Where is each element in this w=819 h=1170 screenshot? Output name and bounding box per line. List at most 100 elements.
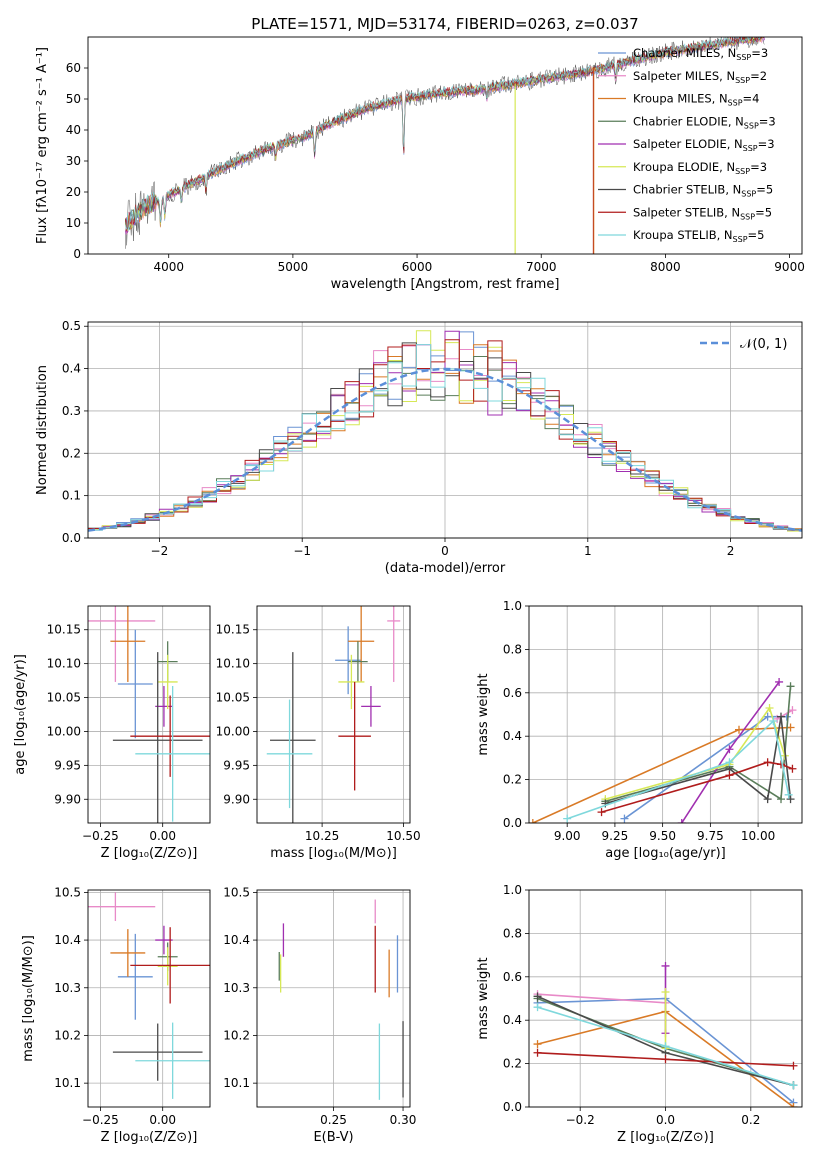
ticks: 0.25 0.30 10.1 10.2 10.3 10.4 10.5 (223, 885, 416, 1127)
weight-marker (775, 677, 784, 686)
weight-marker (786, 682, 795, 691)
legend-entry-subscript: SSP (736, 53, 751, 62)
ticks: −2 −1 0 1 2 0.0 0.1 0.2 0.3 0.4 0.5 (62, 319, 735, 558)
x-tick-label: 0.00 (149, 1113, 176, 1127)
data-point (130, 927, 210, 1004)
error-bars (88, 892, 210, 1099)
model-spectrum-line (125, 37, 763, 231)
x-tick-label: 0.00 (149, 829, 176, 843)
weight-marker (725, 745, 734, 754)
x-tick-label: 5000 (278, 260, 309, 274)
weight-series-line (776, 709, 793, 720)
x-tick-label: 2 (727, 544, 735, 558)
y-tick-label: 0.2 (503, 773, 522, 787)
legend-entry-count: =5 (748, 228, 765, 242)
histogram-series (88, 356, 802, 538)
y-tick-label: 0.6 (503, 970, 522, 984)
y-tick-label: 0 (73, 247, 81, 261)
weight-marker (769, 717, 778, 726)
weight-marker (786, 795, 795, 804)
y-tick-label: 0.2 (62, 446, 81, 460)
y-tick-label: 60 (66, 61, 81, 75)
x-tick-label: 9.00 (554, 829, 581, 843)
y-tick-label: 10 (66, 216, 81, 230)
y-tick-label: 9.95 (223, 758, 250, 772)
x-tick-label: 0.2 (741, 1113, 760, 1127)
y-tick-label: 1.0 (503, 599, 522, 613)
weight-series-line (605, 706, 786, 800)
x-tick-label: 9.75 (697, 829, 724, 843)
model-spectrum-line (125, 37, 762, 230)
legend-entry-count: =2 (750, 69, 767, 83)
mass-vs-metallicity-panel: −0.25 0.00 10.1 10.2 10.3 10.4 10.5 Z [log₁₀(Z/… (21, 885, 211, 1145)
figure-title: PLATE=1571, MJD=53174, FIBERID=0263, z=0… (251, 15, 638, 33)
y-tick-label: 10.5 (54, 885, 81, 899)
ticks: −0.25 0.00 10.1 10.2 10.3 10.4 10.5 (54, 885, 176, 1127)
massweight-vs-age-panel: 9.00 9.25 9.50 9.75 10.00 0.0 0.2 0.4 0.6 0.8 1.0 a… (476, 599, 803, 861)
y-tick-label: 10.00 (216, 724, 250, 738)
legend-entry-count: =3 (751, 46, 768, 60)
legend-entry-count: =5 (755, 205, 772, 219)
y-tick-label: 0.4 (62, 362, 81, 376)
legend-entry-count: =4 (743, 92, 760, 106)
weight-marker (777, 795, 785, 804)
y-axis-label: mass [log₁₀(M/M⊙)] (21, 935, 36, 1062)
grid (88, 606, 210, 823)
legend-entry-subscript: SSP (741, 190, 756, 199)
x-tick-label: 8000 (650, 260, 681, 274)
legend-entry-subscript: SSP (728, 99, 743, 108)
weight-marker (788, 764, 797, 773)
x-axis-label: wavelength [Angstrom, rest frame] (331, 277, 560, 292)
mass-vs-ebv-panel: 0.25 0.30 10.1 10.2 10.3 10.4 10.5 E(B-V) (223, 885, 416, 1145)
axes-frame (256, 889, 411, 1108)
axes-frame (528, 605, 803, 824)
data-point (135, 1022, 210, 1099)
spectrum-lines (125, 37, 765, 254)
weight-marker (763, 795, 772, 804)
weight-marker (725, 771, 734, 780)
ticks: 10.25 10.50 9.90 9.95 10.00 10.05 10.10 10.15 (216, 623, 421, 843)
y-tick-label: 40 (66, 123, 81, 137)
y-tick-label: 10.3 (223, 981, 250, 995)
x-tick-label: 0 (441, 544, 449, 558)
weight-lines (533, 961, 798, 1107)
x-tick-label: −1 (293, 544, 311, 558)
y-tick-label: 0.8 (503, 926, 522, 940)
data-point (88, 606, 156, 682)
grid (257, 606, 410, 823)
x-tick-label: 4000 (153, 260, 184, 274)
histograms (88, 330, 802, 538)
y-tick-label: 0.8 (503, 642, 522, 656)
weight-marker (661, 1055, 670, 1064)
x-axis-label: mass [log₁₀(M/M⊙)] (270, 846, 397, 861)
model-spectrum-line (125, 37, 764, 231)
data-point (112, 1023, 203, 1081)
x-axis-label: age [log₁₀(age/yr)] (605, 846, 726, 861)
legend-entry-label: Kroupa ELODIE, N (633, 160, 735, 174)
x-axis-label: Z [log₁₀(Z/Z⊙)] (101, 1130, 198, 1145)
weight-marker (789, 1061, 798, 1070)
legend-entry-label: Kroupa MILES, N (633, 92, 728, 106)
weight-marker (725, 758, 734, 767)
legend-entry-subscript: SSP (740, 212, 755, 221)
x-tick-label: −0.25 (82, 1113, 119, 1127)
weight-marker (597, 808, 606, 817)
data-point (361, 686, 381, 727)
legend-entry-label: Salpeter MILES, N (633, 69, 735, 83)
x-axis-label: E(B-V) (313, 1130, 353, 1145)
x-tick-label: −0.2 (566, 1113, 595, 1127)
y-tick-label: 0.6 (503, 686, 522, 700)
legend-entry-count: =5 (756, 183, 773, 197)
y-tick-label: 10.3 (54, 981, 81, 995)
y-tick-label: 0.3 (62, 404, 81, 418)
y-tick-label: 9.95 (54, 758, 81, 772)
data-point (117, 629, 153, 739)
y-tick-label: 10.15 (216, 623, 250, 637)
weight-marker (677, 819, 686, 823)
y-tick-label: 10.4 (54, 933, 81, 947)
axes-frame (528, 889, 803, 1108)
y-tick-label: 1.0 (503, 883, 522, 897)
y-tick-label: 9.90 (223, 792, 250, 806)
